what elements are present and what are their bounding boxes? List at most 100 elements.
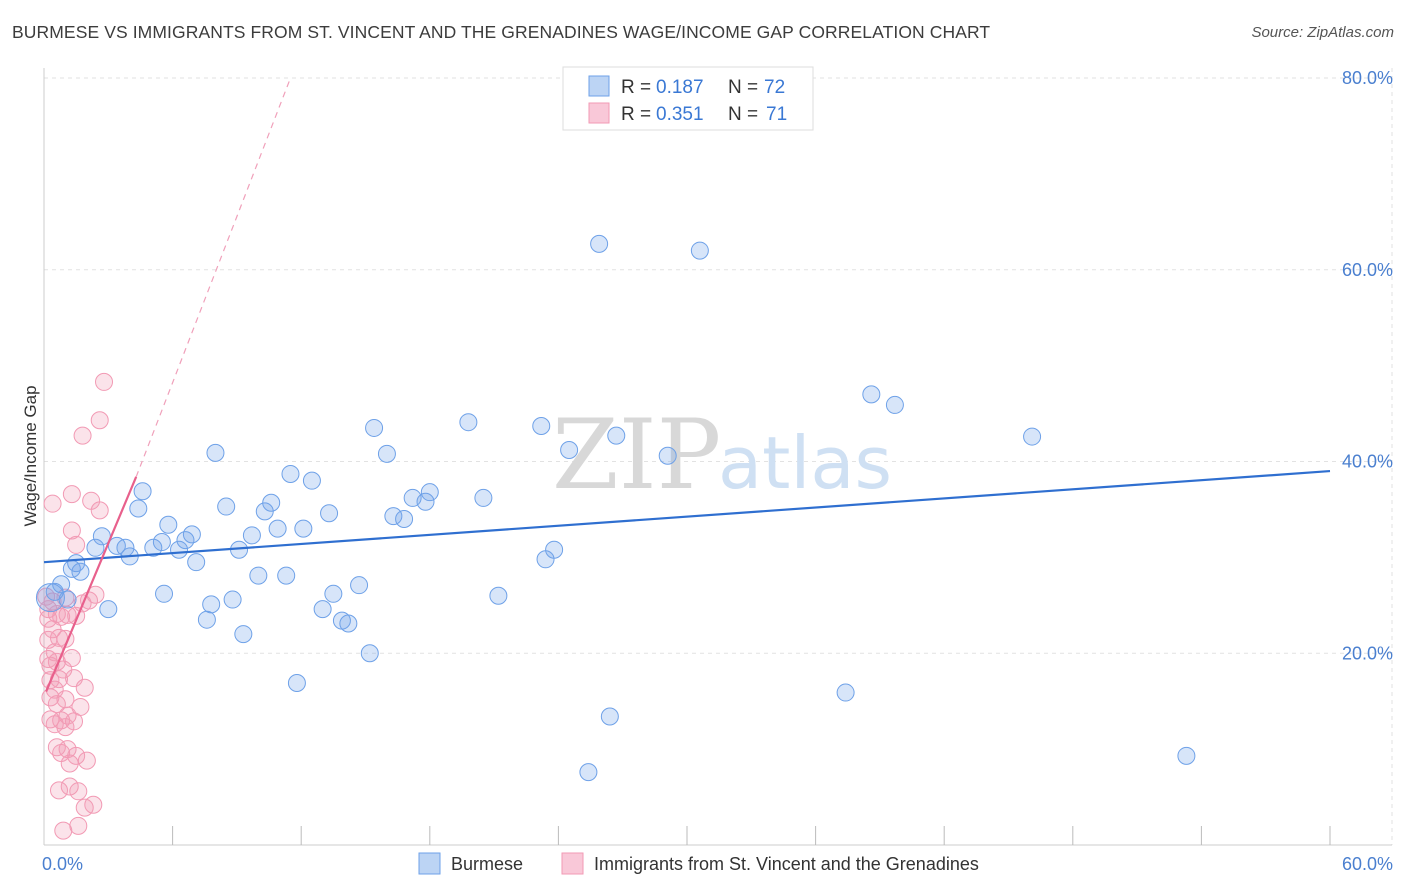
data-point-burmese	[600, 707, 619, 726]
data-point-burmese	[384, 507, 403, 526]
bottom-legend: Burmese Immigrants from St. Vincent and …	[418, 852, 979, 875]
bottom-legend-svg: Immigrants from St. Vincent and the Gren…	[594, 854, 979, 874]
data-point-svg	[52, 607, 71, 626]
x-tick-label: 60.0%	[1342, 854, 1393, 874]
data-point-svg	[67, 746, 86, 765]
trend-line-svg	[45, 476, 138, 693]
bottom-legend-swatch-svg	[561, 852, 584, 875]
data-point-svg	[75, 678, 94, 697]
data-point-burmese	[262, 493, 281, 512]
data-point-svg	[84, 795, 103, 814]
data-point-burmese	[836, 683, 855, 702]
y-tick-label: 40.0%	[1342, 452, 1393, 472]
data-point-burmese	[690, 241, 709, 260]
legend-r-label-2: R =	[621, 104, 651, 125]
data-point-burmese	[152, 533, 171, 552]
data-point-burmese	[281, 464, 300, 483]
trend-line-burmese	[43, 469, 1331, 564]
data-point-svg	[62, 521, 81, 540]
y-tick-label: 20.0%	[1342, 643, 1393, 663]
bottom-legend-burmese: Burmese	[451, 854, 523, 874]
data-point-svg	[62, 649, 81, 668]
x-tick-label: 0.0%	[42, 854, 83, 874]
data-point-burmese	[885, 395, 904, 414]
data-point-burmese	[129, 499, 148, 518]
data-point-burmese	[579, 763, 598, 782]
data-point-svg	[77, 751, 96, 770]
data-point-burmese	[86, 538, 105, 557]
y-tick-label: 60.0%	[1342, 260, 1393, 280]
data-point-burmese	[313, 600, 332, 619]
data-point-burmese	[249, 566, 268, 585]
data-point-burmese	[395, 510, 414, 529]
gridlines	[44, 68, 1393, 845]
legend-n-label-2: N =	[728, 104, 758, 125]
data-point-svg	[60, 777, 79, 796]
y-axis-title: Wage/Income Gap	[21, 385, 40, 526]
data-point-burmese	[350, 576, 369, 595]
data-point-burmese	[416, 492, 435, 511]
data-point-burmese	[223, 590, 242, 609]
data-point-svg	[60, 754, 79, 773]
data-point-burmese	[187, 553, 206, 572]
data-point-burmese	[590, 234, 609, 253]
data-point-burmese	[532, 417, 551, 436]
data-point-svg	[71, 697, 90, 716]
legend-r-label-1: R =	[621, 77, 651, 98]
legend-r-value-1: 0.187	[656, 77, 704, 98]
watermark-zip: ZIP	[552, 399, 721, 511]
data-point-burmese	[377, 444, 396, 463]
data-point-burmese	[294, 519, 313, 538]
data-point-burmese	[277, 566, 296, 585]
data-point-svg	[69, 816, 88, 835]
data-point-burmese	[1023, 427, 1042, 446]
y-tick-labels: 20.0% 40.0% 60.0% 80.0%	[1342, 68, 1393, 663]
data-point-svg	[90, 501, 109, 520]
data-point-burmese	[302, 471, 321, 490]
data-point-svg	[43, 494, 62, 513]
data-point-svg	[90, 411, 109, 430]
data-point-burmese	[155, 584, 174, 603]
data-point-burmese	[159, 515, 178, 534]
data-point-burmese	[234, 625, 253, 644]
data-point-svg	[50, 781, 69, 800]
data-point-burmese	[202, 595, 221, 614]
axes	[43, 68, 1392, 846]
data-point-svg	[67, 535, 86, 554]
data-point-svg	[62, 485, 81, 504]
data-point-burmese	[133, 482, 152, 501]
data-point-burmese	[35, 583, 65, 613]
legend-r-value-2: 0.351	[656, 104, 704, 125]
trend-lines	[43, 77, 1331, 693]
chart-title: BURMESE VS IMMIGRANTS FROM ST. VINCENT A…	[12, 22, 991, 42]
data-point-burmese	[420, 483, 439, 502]
data-point-burmese	[360, 644, 379, 663]
data-point-burmese	[545, 540, 564, 559]
data-point-burmese	[324, 584, 343, 603]
data-point-burmese	[658, 446, 677, 465]
data-point-burmese	[99, 600, 118, 619]
data-point-burmese	[339, 614, 358, 633]
legend-n-value-1: 72	[764, 77, 785, 98]
data-point-burmese	[242, 526, 261, 545]
data-point-burmese	[268, 519, 287, 538]
bottom-legend-swatch-burmese	[418, 852, 441, 875]
data-point-burmese	[560, 440, 579, 459]
data-point-svg	[95, 372, 114, 391]
data-point-burmese	[365, 418, 384, 437]
data-point-svg	[56, 718, 75, 737]
data-point-svg	[73, 426, 92, 445]
data-point-burmese	[459, 413, 478, 432]
x-tick-labels: 0.0% 60.0%	[42, 854, 1393, 874]
legend: R = 0.187 N = 72 R = 0.351 N = 71	[562, 66, 814, 131]
data-point-svg	[54, 821, 73, 840]
data-point-burmese	[287, 673, 306, 692]
data-point-burmese	[489, 586, 508, 605]
data-point-burmese	[197, 610, 216, 629]
data-point-burmese	[52, 575, 71, 594]
watermark-atlas: atlas	[718, 421, 892, 505]
legend-swatch-burmese	[588, 75, 610, 97]
chart-source: Source: ZipAtlas.com	[1251, 24, 1394, 41]
trend-line-svg-extension	[135, 77, 292, 478]
data-point-svg	[56, 690, 75, 709]
